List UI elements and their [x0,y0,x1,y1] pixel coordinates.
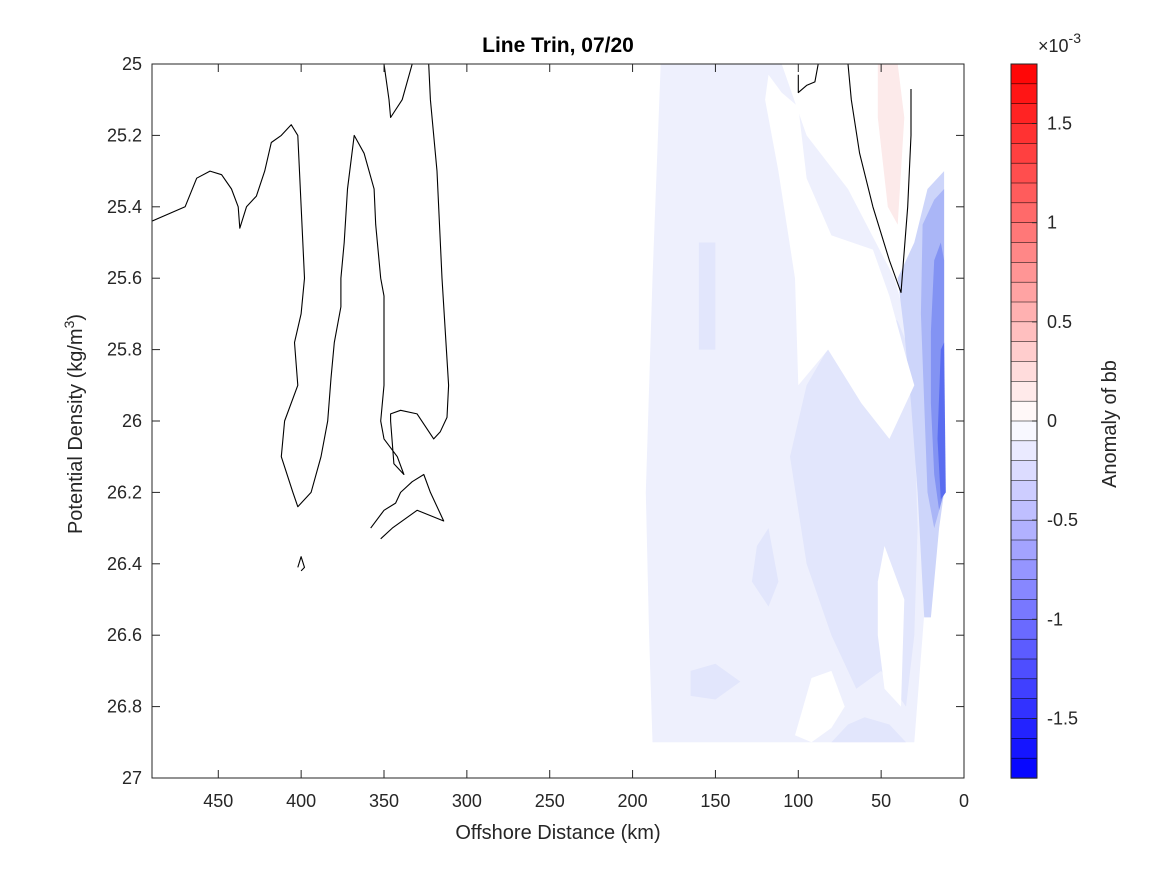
zero-contour-lines [152,64,912,572]
filled-region-4 [831,717,906,743]
colorbar-band-22 [1010,500,1038,521]
y-axis-label-superscript: 3 [61,320,77,328]
colorbar-band-19 [1010,440,1038,462]
y-tick-label-7: 26.4 [107,554,142,574]
colorbar-band-23 [1010,519,1038,541]
x-tick-label-8: 50 [871,791,891,811]
colorbar-band-25 [1010,559,1038,581]
y-tick-label-5: 26 [122,411,142,431]
contour-line-5 [847,64,912,294]
colorbar-band-16 [1010,381,1038,402]
y-tick-label-4: 25.8 [107,340,142,360]
contour-line-3 [370,473,445,540]
x-axis-ticks: 450 400 350 300 250 200 150 100 50 0 [203,64,969,811]
y-tick-label-0: 25 [122,54,142,74]
x-axis-label: Offshore Distance (km) [455,822,660,844]
y-axis-ticks: 25 25.2 25.4 25.6 25.8 26 26.2 26.4 26.6 26.8 27 [107,54,964,788]
x-tick-label-5: 200 [618,791,648,811]
colorbar-band-17 [1010,400,1038,422]
colorbar-band-12 [1010,301,1038,323]
colorbar-band-15 [1010,361,1038,382]
colorbar-tick-label-1: 1 [1047,213,1057,233]
filled-region-5 [751,528,779,607]
filled-region-1 [698,242,716,350]
filled-region-3 [690,663,741,700]
filled-contours [645,64,946,743]
colorbar-band-26 [1010,579,1038,601]
colorbar-band-33 [1010,718,1038,739]
x-tick-label-9: 0 [959,791,969,811]
y-tick-label-6: 26.2 [107,482,142,502]
chart-title: Line Trin, 07/20 [482,34,634,57]
y-axis-label: Potential Density (kg/m3) [61,314,87,534]
y-tick-label-8: 26.6 [107,625,142,645]
colorbar-band-32 [1010,698,1038,720]
colorbar-band-7 [1010,202,1038,224]
x-tick-label-2: 350 [369,791,399,811]
y-axis-label-main: Potential Density (kg/m [65,328,87,534]
colorbar-band-31 [1010,678,1038,700]
colorbar-band-4 [1010,143,1038,164]
colorbar-band-27 [1010,599,1038,620]
colorbar-band-29 [1010,638,1038,660]
colorbar-band-9 [1010,242,1038,263]
x-tick-label-3: 300 [452,791,482,811]
colorbar-band-34 [1010,738,1038,759]
x-tick-label-1: 400 [286,791,316,811]
colorbar-band-1 [1010,83,1038,105]
colorbar-band-0 [1010,63,1038,85]
x-tick-label-7: 100 [783,791,813,811]
colorbar-exponent-base: ×10 [1038,36,1069,56]
filled-region-9 [937,342,946,500]
x-tick-label-6: 150 [700,791,730,811]
colorbar-band-3 [1010,123,1038,144]
filled-region-12 [877,546,905,707]
colorbar-bands [1010,63,1038,779]
y-tick-label-1: 25.2 [107,125,142,145]
filled-region-13 [795,670,845,743]
colorbar-band-11 [1010,281,1038,303]
colorbar-exponent-power: -3 [1069,30,1082,46]
colorbar-exponent: ×10-3 [1038,30,1081,56]
colorbar-tick-label-5: -1 [1047,609,1063,629]
y-axis-label-close: ) [65,314,87,321]
colorbar-band-30 [1010,658,1038,680]
colorbar-band-2 [1010,103,1038,125]
colorbar-tick-label-6: -1.5 [1047,709,1078,729]
contour-line-4 [797,64,819,94]
y-tick-label-3: 25.6 [107,268,142,288]
colorbar-band-35 [1010,757,1038,779]
contour-line-2 [297,556,306,572]
plot-area: 450 400 350 300 250 200 150 100 50 0 2525.225.425… [107,54,969,811]
colorbar-band-5 [1010,162,1038,184]
x-tick-label-4: 250 [535,791,565,811]
colorbar-band-13 [1010,321,1038,343]
contour-line-0 [152,64,450,508]
colorbar-tick-label-3: 0 [1047,411,1057,431]
colorbar-label: Anomaly of bb [1099,360,1121,488]
y-tick-label-9: 26.8 [107,697,142,717]
y-tick-label-10: 27 [122,768,142,788]
colorbar-tick-label-2: 0.5 [1047,312,1072,332]
colorbar-band-20 [1010,460,1038,482]
colorbar-tick-label-0: 1.5 [1047,114,1072,134]
colorbar: 1.5 1 0.5 0 -0.5 -1 -1.5 ×10-3 Anomaly of bb [1010,30,1121,779]
colorbar-band-28 [1010,619,1038,640]
colorbar-band-8 [1010,222,1038,244]
colorbar-band-14 [1010,341,1038,363]
filled-region-11 [765,74,915,439]
y-tick-label-2: 25.4 [107,197,142,217]
colorbar-band-6 [1010,182,1038,204]
colorbar-tick-label-4: -0.5 [1047,510,1078,530]
contour-line-1 [383,64,413,119]
x-tick-label-0: 450 [203,791,233,811]
filled-region-10 [877,64,905,225]
colorbar-band-24 [1010,539,1038,561]
colorbar-band-10 [1010,262,1038,283]
colorbar-ticks: 1.5 1 0.5 0 -0.5 -1 -1.5 [1032,114,1078,729]
colorbar-band-21 [1010,480,1038,501]
colorbar-band-18 [1010,420,1038,442]
